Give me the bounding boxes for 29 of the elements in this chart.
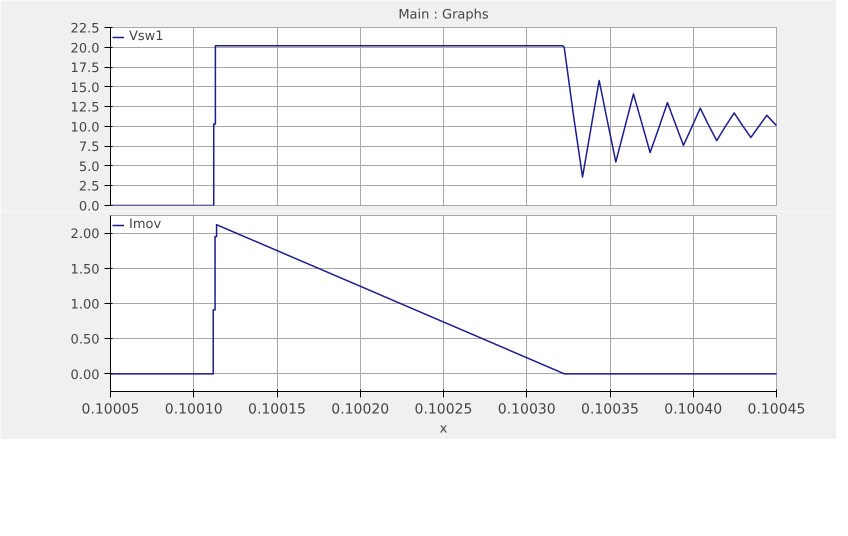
- y-tick-label: 0.0: [78, 200, 100, 214]
- y-tick-label: 7.5: [78, 140, 100, 156]
- x-tick-label: 0.10005: [82, 402, 140, 418]
- y-tick-label: 15.0: [70, 80, 100, 96]
- x-tick-label: 0.10045: [748, 402, 806, 418]
- x-tick-label: 0.10010: [164, 402, 223, 418]
- chart-title: Main : Graphs: [398, 8, 489, 22]
- y-tick-label: 1.00: [70, 298, 100, 312]
- y-tick-label: 2.00: [70, 227, 100, 242]
- y-tick-label: 1.50: [70, 262, 100, 278]
- y-tick-label: 5.0: [78, 160, 100, 175]
- line-series: [110, 44, 776, 206]
- x-tick-label: 0.10035: [581, 402, 639, 418]
- y-tick-label: 0.00: [70, 368, 100, 383]
- y-tick-label: 22.5: [70, 22, 100, 36]
- y-tick-label: 12.5: [70, 100, 100, 116]
- y-tick-label: 2.5: [78, 180, 100, 195]
- x-tick-label: 0.10015: [248, 402, 306, 418]
- x-tick-label: 0.10020: [331, 402, 390, 418]
- x-axis-title: x: [440, 422, 448, 436]
- x-tick-label: 0.10030: [498, 402, 556, 418]
- y-tick-label: 10.0: [70, 120, 100, 136]
- text: Imov: [129, 217, 162, 232]
- y-tick-label: 17.5: [70, 61, 100, 76]
- y-tick-label: 0.50: [70, 332, 100, 348]
- text: Vsw1: [129, 29, 164, 44]
- x-tick-label: 0.10040: [664, 402, 722, 418]
- x-tick-label: 0.10025: [414, 402, 472, 418]
- y-tick-label: 20.0: [70, 41, 100, 56]
